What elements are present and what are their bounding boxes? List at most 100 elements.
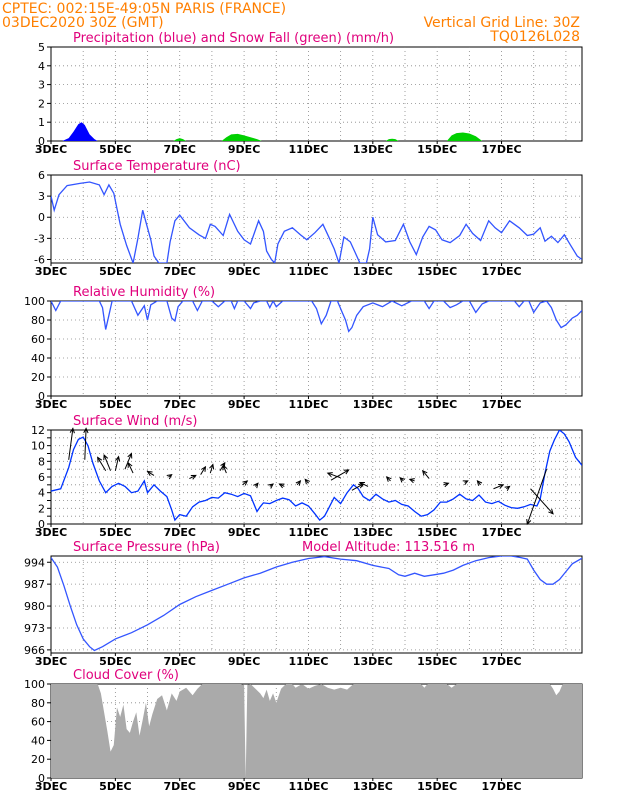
wind-vector-arrow: [189, 474, 197, 480]
x-tick-label: 5DEC: [99, 398, 131, 411]
panel-title: Surface Temperature (nC): [73, 159, 241, 174]
x-tick-label: 11DEC: [288, 655, 328, 668]
x-tick-label: 3DEC: [35, 526, 67, 539]
wind-vector-head: [548, 508, 554, 515]
wind-vector-head: [476, 480, 483, 486]
wind-vector-arrow: [97, 457, 107, 471]
y-tick-label: 1: [38, 116, 45, 129]
x-tick-label: 5DEC: [99, 655, 131, 668]
header-grid-note: Vertical Grid Line: 30Z: [424, 15, 580, 31]
panel-title: Cloud Cover (%): [73, 668, 179, 683]
x-tick-label: 17DEC: [482, 655, 522, 668]
x-tick-label: 15DEC: [417, 526, 457, 539]
wind-vector-head: [268, 483, 274, 489]
wind-vector-head: [408, 478, 415, 484]
wind-vector-arrow: [327, 472, 341, 479]
x-tick-label: 17DEC: [482, 780, 522, 793]
wind-vector-head: [385, 476, 392, 482]
x-tick-label: 7DEC: [164, 655, 196, 668]
x-tick-label: 11DEC: [288, 780, 328, 793]
wind-vector-arrow: [147, 471, 155, 476]
wind-vector-head: [83, 427, 89, 434]
panel-title: Surface Pressure (hPa): [73, 540, 220, 555]
wind-vector-head: [69, 427, 75, 434]
y-tick-label: 40: [31, 352, 45, 365]
x-tick-label: 5DEC: [99, 780, 131, 793]
y-tick-label: 4: [38, 487, 45, 500]
x-tick-label: 13DEC: [353, 265, 393, 278]
y-tick-label: 8: [38, 455, 45, 468]
panel-title: Relative Humidity (%): [73, 285, 215, 300]
y-tick-label: 5: [38, 41, 45, 54]
panel-pres: 966 973 980 987 994 3DEC 5DEC 7DEC 9DEC 11DEC 13DE…: [24, 540, 583, 668]
wind-vector-arrow: [84, 428, 87, 460]
y-tick-label: 40: [31, 734, 45, 747]
wind-vector-head: [222, 464, 228, 471]
x-tick-label: 17DEC: [482, 398, 522, 411]
wind-vector-head: [343, 469, 350, 475]
x-tick-label: 11DEC: [288, 398, 328, 411]
panel-temp: -6 -3 0 3 6 3DEC 5DEC 7DEC 9DEC 11DEC 13DEC 15DEC 17…: [34, 159, 583, 278]
wind-vector-arrow: [127, 462, 134, 474]
x-tick-label: 7DEC: [164, 780, 196, 793]
wind-vector-head: [358, 481, 365, 487]
plot-frame: [50, 300, 583, 397]
x-tick-label: 3DEC: [35, 655, 67, 668]
snowfall-area: [446, 132, 483, 141]
panel-note: Model Altitude: 113.516 m: [302, 540, 475, 555]
y-tick-label: 2: [38, 502, 45, 515]
x-tick-label: 15DEC: [417, 265, 457, 278]
wind-vector-head: [115, 455, 121, 462]
y-tick-label: 0: [38, 211, 45, 224]
x-tick-label: 15DEC: [417, 655, 457, 668]
header-model-code: TQ0126L028: [489, 29, 580, 45]
rh-series-line: [51, 301, 582, 333]
plot-frame: [50, 174, 583, 264]
y-tick-label: 3: [38, 79, 45, 92]
plot-frame: [50, 46, 583, 142]
wind-vector-arrow: [359, 482, 369, 487]
wind-vector-head: [443, 482, 450, 488]
wind-vector-head: [146, 470, 153, 476]
wind-vector-head: [253, 482, 259, 489]
y-tick-label: 80: [31, 314, 45, 327]
x-tick-label: 15DEC: [417, 398, 457, 411]
wind-vector-arrow: [222, 465, 227, 474]
panel-rh: 0 20 40 60 80 100 3DEC 5DEC 7DEC 9DEC 11DEC 13DEC 15…: [24, 285, 583, 411]
x-tick-label: 5DEC: [99, 526, 131, 539]
x-tick-label: 3DEC: [35, 398, 67, 411]
x-tick-label: 3DEC: [35, 780, 67, 793]
x-tick-label: 9DEC: [228, 143, 260, 156]
wind-vector-head: [103, 454, 109, 461]
y-tick-label: 987: [24, 578, 45, 591]
wind-vector-head: [498, 484, 505, 489]
x-tick-label: 7DEC: [164, 265, 196, 278]
snowfall-area: [173, 138, 187, 141]
panel-wind: 0 2 4 6 8 10 12 3DEC 5DEC 7DEC 9DEC 11DEC 13DEC 15DEC…: [31, 414, 583, 539]
panel-cloud: 0 20 40 60 80 100 3DEC 5DEC 7DEC 9DEC 11DEC 13DEC 15…: [24, 668, 583, 793]
wind-vector-arrow: [219, 462, 226, 471]
wind-vector-head: [127, 452, 133, 459]
x-tick-label: 13DEC: [353, 143, 393, 156]
wind-vector-head: [504, 485, 511, 492]
y-tick-label: 100: [24, 678, 45, 691]
wind-vector-head: [209, 463, 215, 470]
wind-vector-arrow: [68, 428, 74, 460]
wind-vector-head: [166, 473, 173, 480]
x-tick-label: 11DEC: [288, 526, 328, 539]
y-tick-label: 20: [31, 371, 45, 384]
wind-vector-arrow: [124, 453, 132, 470]
wind-vector-arrow: [530, 488, 554, 515]
y-tick-label: 60: [31, 333, 45, 346]
wind-vector-head: [97, 456, 103, 463]
wind-vector-head: [399, 476, 406, 483]
y-tick-label: 994: [24, 556, 45, 569]
wind-vector-head: [190, 474, 197, 480]
wind-vector-arrow: [493, 484, 504, 490]
snowfall-area: [385, 138, 399, 141]
x-tick-label: 13DEC: [353, 780, 393, 793]
wind-vector-arrow: [330, 469, 349, 481]
precipitation-area: [62, 122, 98, 141]
cloud-cover-area: [51, 684, 582, 778]
wind-vector-arrow: [526, 469, 548, 525]
